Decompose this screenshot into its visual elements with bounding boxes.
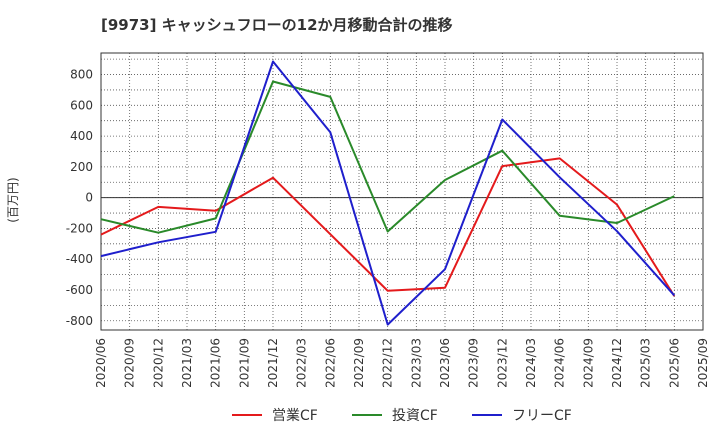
- y-tick-label: -400: [66, 252, 93, 266]
- series-line-1: [100, 157, 676, 297]
- y-tick-label: -800: [66, 314, 93, 328]
- legend-label-1: 営業CF: [272, 408, 318, 424]
- y-tick-label: -200: [66, 221, 93, 235]
- x-tick-label: 2024/03: [524, 338, 538, 388]
- x-tick-label: 2024/12: [610, 338, 624, 388]
- x-tick-label: 2025/06: [667, 338, 681, 388]
- y-tick-label: 800: [70, 68, 93, 82]
- y-tick-label: 600: [70, 98, 93, 112]
- x-tick-label: 2020/12: [151, 338, 165, 388]
- chart-title: [9973] キャッシュフローの12か月移動合計の推移: [101, 16, 453, 34]
- y-axis-ticks: 800 600 400 200 0 -200 -400 -600 -800: [66, 68, 93, 328]
- x-tick-label: 2022/09: [352, 338, 366, 388]
- x-tick-label: 2021/06: [209, 338, 223, 388]
- x-tick-label: 2024/09: [581, 338, 595, 388]
- legend-label-3: フリーCF: [512, 408, 572, 424]
- y-tick-label: 400: [70, 129, 93, 143]
- x-tick-label: 2020/09: [123, 338, 137, 388]
- x-tick-label: 2023/03: [409, 338, 423, 388]
- x-tick-label: 2025/03: [639, 338, 653, 388]
- legend: 営業CF 投資CF フリーCF: [232, 408, 572, 424]
- x-tick-label: 2022/12: [381, 338, 395, 388]
- x-tick-label: 2023/06: [438, 338, 452, 388]
- x-tick-label: 2022/03: [295, 338, 309, 388]
- plot-frame: [100, 52, 704, 331]
- x-tick-label: 2023/12: [495, 338, 509, 388]
- series-lines: [100, 60, 676, 326]
- series-line-2: [100, 80, 675, 234]
- y-tick-label: 0: [85, 191, 93, 205]
- x-tick-label: 2021/09: [237, 338, 251, 388]
- x-tick-label: 2025/09: [696, 338, 710, 388]
- x-tick-label: 2020/06: [94, 338, 108, 388]
- plot-area: [101, 53, 703, 330]
- x-tick-label: 2024/06: [553, 338, 567, 388]
- y-tick-label: -600: [66, 283, 93, 297]
- y-tick-label: 200: [70, 160, 93, 174]
- x-tick-label: 2021/12: [266, 338, 280, 388]
- x-tick-label: 2021/03: [180, 338, 194, 388]
- legend-label-2: 投資CF: [392, 408, 438, 424]
- x-axis-ticks: 2020/06 2020/09 2020/12 2021/03 2021/06 2021/…: [94, 338, 710, 388]
- x-tick-label: 2022/06: [323, 338, 337, 388]
- y-axis-label: (百万円): [6, 177, 20, 222]
- x-tick-label: 2023/09: [467, 338, 481, 388]
- series-line-3: [100, 60, 676, 326]
